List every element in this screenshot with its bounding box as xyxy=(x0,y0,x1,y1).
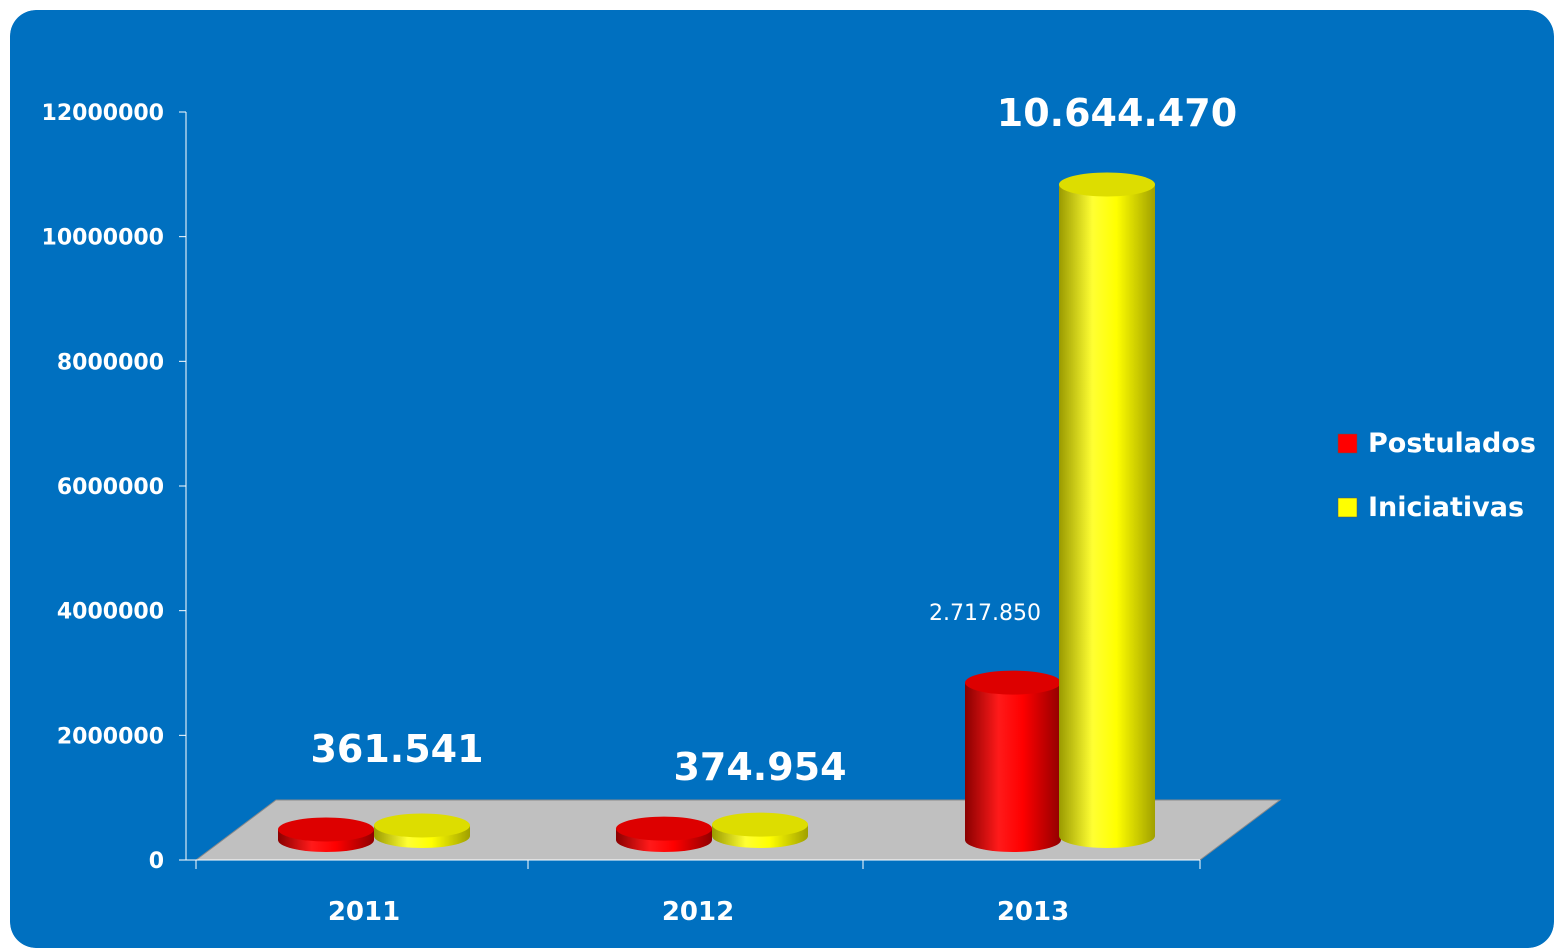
bar-postulados-2013 xyxy=(965,670,1061,852)
bar-iniciativas-2011-top xyxy=(374,813,470,838)
bar-iniciativas-2013 xyxy=(1059,172,1155,849)
legend-swatch-postulados xyxy=(1337,433,1358,454)
data-label-2012: 374.954 xyxy=(673,745,846,789)
y-tick-label: 0 xyxy=(149,849,164,874)
bar-postulados-2013-body xyxy=(965,682,1061,852)
legend-label-postulados: Postulados xyxy=(1368,428,1536,459)
y-tick-label: 10000000 xyxy=(42,226,164,251)
y-tick-label: 2000000 xyxy=(57,724,164,749)
data-label-2013-postulados: 2.717.850 xyxy=(929,601,1041,626)
bar-postulados-2013-top xyxy=(965,670,1061,695)
x-category-label: 2011 xyxy=(328,897,400,927)
legend-label-iniciativas: Iniciativas xyxy=(1368,492,1524,523)
chart-background xyxy=(10,10,1554,948)
bar-iniciativas-2012-top xyxy=(712,812,808,837)
x-category-label: 2013 xyxy=(997,897,1069,927)
bar-postulados-2011-top xyxy=(278,817,374,842)
data-label-2013-iniciativas: 10.644.470 xyxy=(997,91,1237,135)
data-label-2011: 361.541 xyxy=(310,727,483,771)
bar-postulados-2012-top xyxy=(616,816,712,841)
y-tick-label: 4000000 xyxy=(57,600,164,625)
y-tick-label: 8000000 xyxy=(57,350,164,375)
bar-iniciativas-2013-top xyxy=(1059,172,1155,197)
bar-iniciativas-2011 xyxy=(374,813,470,848)
chart-panel: 0 2000000 4000000 6000000 8000000 10000000 120… xyxy=(10,10,1554,948)
bar-iniciativas-2013-body xyxy=(1059,184,1155,849)
y-tick-label: 12000000 xyxy=(42,101,164,126)
x-category-label: 2012 xyxy=(662,897,734,927)
bar-iniciativas-2012 xyxy=(712,812,808,848)
bar-chart: 0 2000000 4000000 6000000 8000000 10000000 120… xyxy=(10,10,1554,948)
bar-postulados-2011 xyxy=(278,817,374,852)
y-tick-label: 6000000 xyxy=(57,475,164,500)
legend-swatch-iniciativas xyxy=(1337,497,1358,518)
bar-postulados-2012 xyxy=(616,816,712,852)
